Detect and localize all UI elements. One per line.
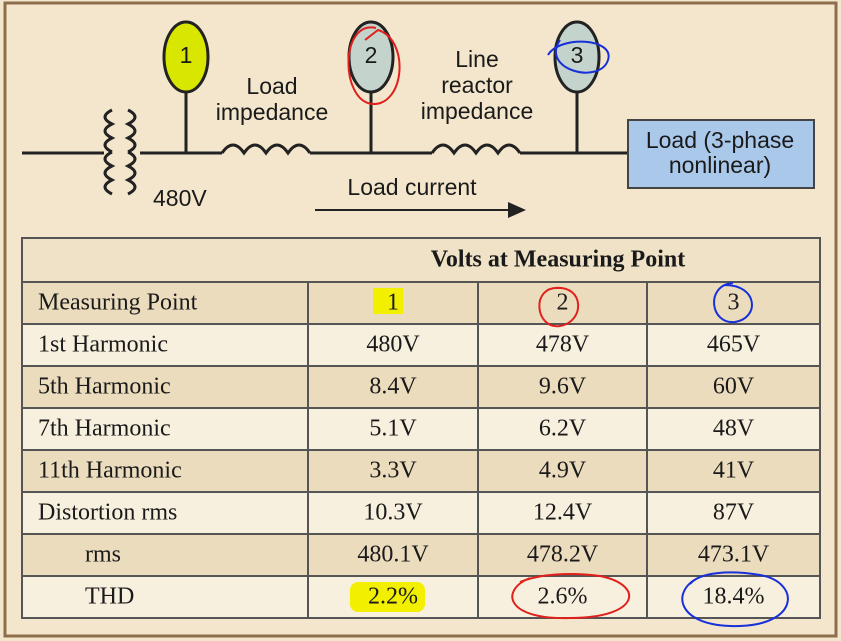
cell: 480.1V: [357, 542, 429, 568]
load-label: Load (3-phase: [646, 127, 794, 153]
cell: 10.3V: [363, 500, 423, 526]
cell: 478.2V: [527, 542, 599, 568]
probe-label: 1: [180, 42, 193, 68]
cell: 2.2%: [368, 584, 418, 610]
annotation-circle: [347, 26, 401, 106]
highlight: [373, 288, 403, 314]
probe: [553, 20, 601, 94]
row-label: 1st Harmonic: [38, 332, 168, 358]
cell: 478V: [536, 332, 590, 358]
schematic: [22, 20, 815, 218]
cell: 18.4%: [703, 584, 765, 610]
cell: 9.6V: [539, 374, 587, 400]
table: [21, 237, 821, 619]
load-box: [627, 119, 815, 189]
cell: 465V: [707, 332, 761, 358]
cell: 8.4V: [369, 374, 417, 400]
annotation-circle: [713, 282, 753, 324]
cell: 2: [557, 290, 569, 316]
reactor-label: Line: [455, 46, 498, 72]
cell: 5.1V: [369, 416, 417, 442]
row-label: rms: [85, 542, 121, 568]
annotation-circle: [511, 573, 630, 620]
cell: 473.1V: [698, 542, 770, 568]
row-label: Distortion rms: [38, 500, 177, 526]
frame: [3, 1, 838, 638]
cell: 12.4V: [533, 500, 593, 526]
annotations: [350, 282, 789, 628]
row-label: 7th Harmonic: [38, 416, 171, 442]
row-label: 11th Harmonic: [38, 458, 182, 484]
row-label: 5th Harmonic: [38, 374, 171, 400]
table-row: [21, 533, 821, 577]
cell: 480V: [366, 332, 420, 358]
table-row: [21, 449, 821, 493]
cell: 1: [387, 290, 399, 316]
probe: [162, 20, 210, 94]
table-title: Volts at Measuring Point: [431, 247, 685, 273]
highlight: [350, 582, 425, 612]
table-row: [21, 365, 821, 409]
cell: 3: [728, 290, 740, 316]
cell: 6.2V: [539, 416, 587, 442]
row-label: Measuring Point: [38, 290, 198, 316]
labels: 1 2 3LoadimpedanceLinereactorimpedanceLoad…: [38, 42, 794, 609]
cell: 2.6%: [538, 584, 588, 610]
transformer-secondary: [124, 108, 137, 196]
inductor: [220, 143, 312, 156]
probe-label: 2: [365, 42, 378, 68]
row-label: THD: [85, 584, 134, 610]
reactor-label: impedance: [421, 98, 534, 124]
cell: 4.9V: [539, 458, 587, 484]
table-title-row: [21, 237, 821, 283]
cell: 48V: [713, 416, 755, 442]
voltage-label: 480V: [153, 185, 207, 211]
inductor: [430, 143, 522, 156]
current-label: Load current: [347, 174, 477, 200]
table-row: [21, 323, 821, 367]
reactor-label: reactor: [441, 72, 513, 98]
load-label: nonlinear): [669, 152, 771, 178]
cell: 87V: [713, 500, 755, 526]
cell: 3.3V: [369, 458, 417, 484]
annotation-circle: [538, 286, 580, 328]
probe-label: 3: [571, 42, 584, 68]
arrow-head: [508, 202, 526, 218]
cell: 41V: [713, 458, 755, 484]
cell: 60V: [713, 374, 755, 400]
table-row: [21, 281, 821, 325]
impedance-label: impedance: [216, 99, 329, 125]
transformer-primary: [103, 108, 116, 196]
annotation-circle: [547, 39, 610, 74]
annotation-circle: [681, 571, 789, 628]
impedance-label: Load: [246, 73, 297, 99]
